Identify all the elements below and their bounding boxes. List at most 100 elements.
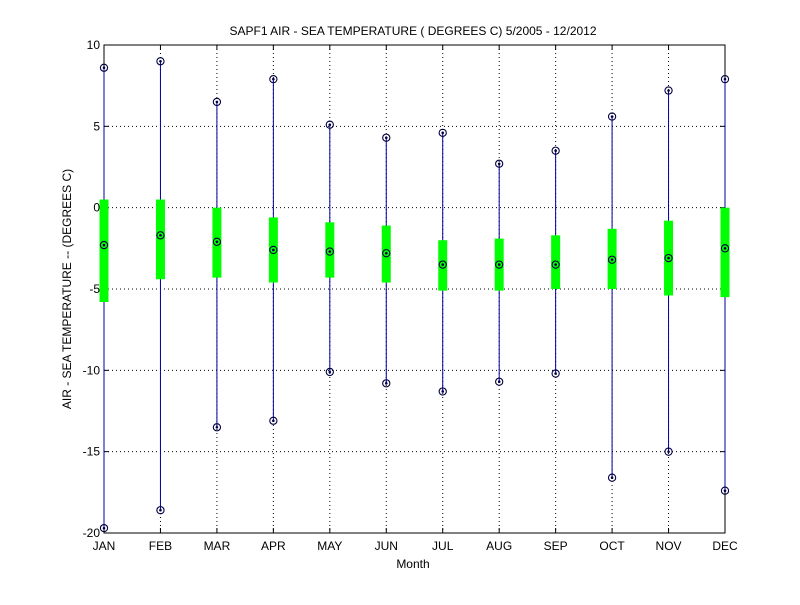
min-marker-ring (495, 377, 504, 386)
median-marker-ring (382, 249, 391, 258)
min-marker (99, 523, 109, 533)
max-marker (607, 112, 617, 121)
max-marker-ring (382, 133, 391, 142)
max-marker-ring (438, 128, 447, 137)
median-marker (607, 255, 617, 264)
y-tick-label: -10 (83, 363, 101, 377)
max-marker-ring (607, 112, 617, 121)
median-marker-ring (212, 237, 222, 246)
min-marker-ring (156, 506, 165, 515)
max-marker-dot (554, 149, 557, 153)
median-marker-dot (554, 263, 557, 266)
min-marker-ring (269, 416, 278, 425)
max-marker-ring (551, 146, 560, 155)
y-tick-label: 10 (87, 38, 101, 52)
y-tick-label: -15 (83, 445, 101, 459)
x-axis-label: Month (396, 557, 429, 571)
max-marker-dot (497, 162, 501, 166)
y-tick-label: 0 (93, 201, 100, 215)
min-marker-dot (328, 370, 332, 374)
median-marker (156, 231, 165, 240)
median-marker-ring (551, 260, 560, 269)
min-marker-ring (382, 379, 391, 388)
min-marker-dot (102, 526, 106, 530)
median-marker-ring (495, 260, 504, 269)
iqr-box (325, 222, 335, 278)
max-marker-ring (269, 75, 278, 84)
min-marker (551, 369, 560, 378)
min-marker-dot (272, 419, 275, 423)
median-marker (325, 247, 334, 256)
median-marker-ring (438, 260, 447, 269)
median-marker (495, 260, 504, 269)
x-tick-label: JUN (375, 539, 398, 553)
median-marker-ring (99, 240, 109, 250)
chart-title: SAPF1 AIR - SEA TEMPERATURE ( DEGREES C)… (229, 24, 596, 38)
x-tick-label: MAY (317, 539, 342, 553)
min-marker (382, 379, 391, 388)
min-marker-dot (215, 425, 219, 429)
median-marker-dot (159, 234, 162, 237)
median-marker (551, 260, 560, 269)
min-marker (664, 447, 673, 456)
max-marker-ring (156, 57, 165, 66)
x-tick-label: NOV (656, 539, 682, 553)
median-marker-dot (667, 256, 670, 260)
max-marker-ring (212, 97, 222, 107)
iqr-box (551, 235, 561, 289)
max-marker (664, 86, 673, 95)
y-axis-label: AIR - SEA TEMPERATURE -- (DEGREES C) (60, 169, 74, 409)
median-marker (269, 245, 278, 255)
min-marker-ring (607, 473, 617, 482)
x-tick-label: AUG (486, 539, 512, 553)
min-marker-ring (720, 486, 730, 495)
median-marker-ring (269, 245, 278, 255)
max-marker (156, 57, 165, 66)
min-marker-ring (325, 367, 334, 377)
max-marker-ring (99, 63, 109, 72)
max-marker-dot (102, 66, 106, 70)
median-marker-dot (497, 263, 501, 266)
x-tick-label: JAN (93, 539, 116, 553)
min-marker (212, 423, 222, 432)
y-tick-label: -20 (83, 526, 101, 540)
y-tick-label: -5 (89, 282, 100, 296)
median-marker (720, 244, 730, 253)
min-marker (325, 367, 334, 377)
median-marker-dot (441, 263, 445, 266)
min-marker-ring (99, 523, 109, 533)
min-marker (720, 486, 730, 495)
min-marker-dot (441, 390, 445, 393)
max-marker (551, 146, 560, 155)
max-marker-dot (723, 77, 727, 81)
min-marker (438, 387, 447, 396)
max-marker-dot (328, 123, 332, 127)
max-marker-dot (215, 100, 219, 104)
min-marker-dot (159, 508, 162, 512)
max-marker (720, 75, 730, 84)
median-marker (382, 249, 391, 258)
median-marker-dot (215, 240, 219, 244)
median-marker-dot (328, 250, 332, 253)
max-marker (495, 159, 504, 168)
iqr-box (99, 199, 109, 303)
x-tick-label: APR (261, 539, 286, 553)
max-marker-ring (664, 86, 673, 95)
max-marker-dot (272, 77, 275, 81)
x-tick-label: DEC (712, 539, 738, 553)
max-marker-dot (610, 115, 614, 118)
median-marker-ring (607, 255, 617, 264)
x-tick-label: JUL (432, 539, 454, 553)
median-marker-dot (102, 243, 106, 247)
min-marker (495, 377, 504, 386)
median-marker-dot (272, 248, 275, 252)
x-tick-label: OCT (599, 539, 625, 553)
min-marker-ring (664, 447, 673, 456)
boxplot-series (99, 57, 730, 533)
x-tick-label: SEP (544, 539, 568, 553)
min-marker-dot (667, 450, 670, 453)
max-marker-ring (325, 120, 334, 129)
min-marker-dot (610, 476, 614, 479)
